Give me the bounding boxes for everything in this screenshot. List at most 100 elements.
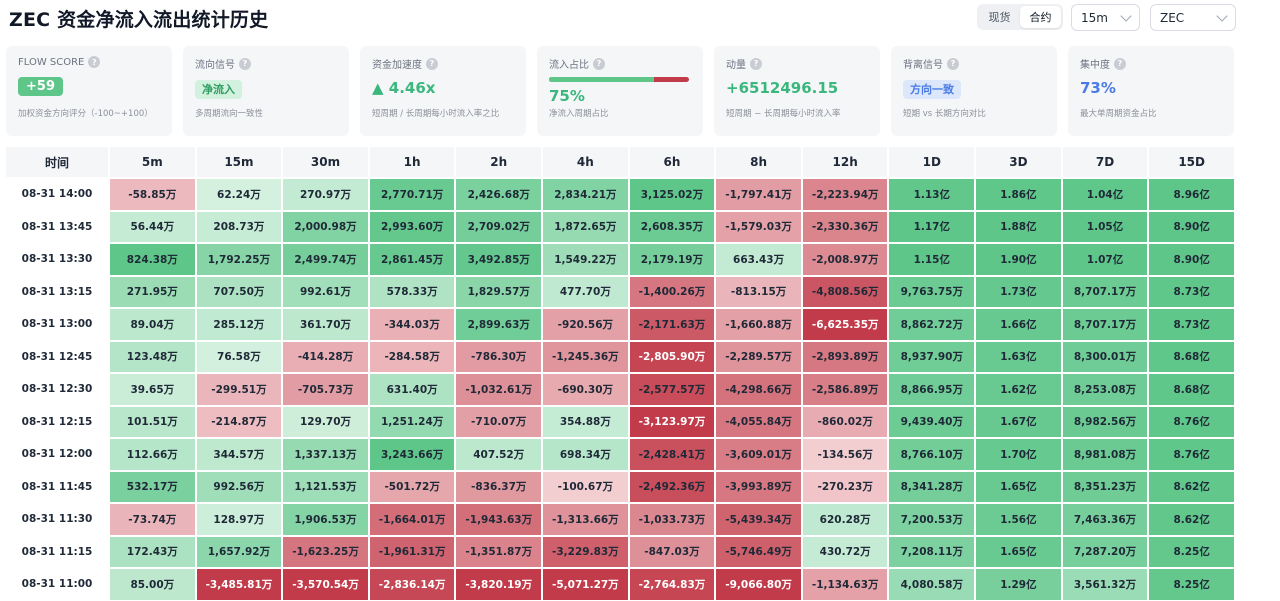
flow-cell: 1,792.25万 <box>196 244 282 275</box>
table-body: 08-31 14:00 -58.85万 62.24万 270.97万 2,770.71万… <box>6 179 1234 600</box>
flow-cell: 1.17亿 <box>889 211 975 242</box>
flow-cell: 631.40万 <box>369 374 455 405</box>
help-icon[interactable]: ? <box>1114 57 1126 70</box>
table-row: 08-31 12:00 112.66万 344.57万 1,337.13万 3,243.… <box>6 439 1234 470</box>
flow-cell: 8,341.28万 <box>889 471 975 502</box>
column-header-time: 时间 <box>6 147 108 177</box>
coin-value: ZEC <box>1160 10 1185 25</box>
flow-score-badge: +59 <box>18 77 63 96</box>
column-header-7d: 7D <box>1062 147 1148 177</box>
flow-cell: 1,121.53万 <box>283 471 368 502</box>
flow-cell: -710.07万 <box>456 406 542 437</box>
flow-cell: -501.72万 <box>369 471 455 502</box>
column-header-12h: 12h <box>802 147 888 177</box>
inflow-ratio-fill <box>549 77 654 82</box>
flow-cell: 1,251.24万 <box>369 406 455 437</box>
flow-cell: -2,577.57万 <box>629 374 715 405</box>
metric-cards: FLOW SCORE? +59 加权资金方向评分（-100~+100） 流向信号… <box>6 46 1236 136</box>
flow-cell: 2,899.63万 <box>456 309 542 340</box>
card-sub: 最大单周期资金占比 <box>1080 109 1157 119</box>
flow-cell: -3,123.97万 <box>629 406 715 437</box>
flow-cell: -1,400.26万 <box>629 276 715 307</box>
spot-toggle-button[interactable]: 现货 <box>988 11 1011 24</box>
card-label: 流向信号 <box>195 60 235 71</box>
flow-cell: 2,426.68万 <box>456 179 542 210</box>
flow-cell: 992.56万 <box>196 471 282 502</box>
futures-toggle-button[interactable]: 合约 <box>1020 6 1061 28</box>
timeframe-select[interactable]: 15m <box>1071 4 1140 31</box>
help-icon[interactable]: ? <box>750 57 762 70</box>
help-icon[interactable]: ? <box>947 57 959 70</box>
flow-cell: -2,805.90万 <box>629 341 715 372</box>
flow-cell: 208.73万 <box>196 211 282 242</box>
column-header-5m: 5m <box>110 147 195 177</box>
divergence-badge: 方向一致 <box>903 80 961 99</box>
flow-cell: 271.95万 <box>110 276 195 307</box>
table-row: 08-31 11:15 172.43万 1,657.92万 -1,623.25万 -1,… <box>6 536 1234 567</box>
table-row: 08-31 13:30 824.38万 1,792.25万 2,499.74万 2,86… <box>6 244 1234 275</box>
card-sub: 加权资金方向评分（-100~+100） <box>18 109 153 119</box>
flow-cell: 7,463.36万 <box>1062 504 1148 535</box>
flow-cell: 8,351.23万 <box>1062 471 1148 502</box>
help-icon[interactable]: ? <box>426 57 438 70</box>
card-sub: 多周期流向一致性 <box>195 109 264 119</box>
flow-cell: 8,766.10万 <box>889 439 975 470</box>
flow-cell: 532.17万 <box>110 471 195 502</box>
flow-cell: -3,820.19万 <box>456 569 542 600</box>
row-time: 08-31 11:00 <box>6 569 108 600</box>
flow-cell: 824.38万 <box>110 244 195 275</box>
flow-cell: -3,229.83万 <box>543 536 628 567</box>
column-header-2h: 2h <box>456 147 542 177</box>
flow-cell: 698.34万 <box>543 439 628 470</box>
flow-cell: -1,134.63万 <box>802 569 888 600</box>
flow-cell: 89.04万 <box>110 309 195 340</box>
flow-cell: -5,071.27万 <box>543 569 628 600</box>
flow-cell: 1.88亿 <box>976 211 1061 242</box>
flow-history-table: 时间 5m 15m 30m 1h 2h 4h 6h 8h 12h 1D 3D 7D 15D 08-31 1… <box>6 147 1236 601</box>
flow-cell: -2,223.94万 <box>802 179 888 210</box>
flow-cell: 1.67亿 <box>976 406 1061 437</box>
flow-cell: 8,937.90万 <box>889 341 975 372</box>
flow-cell: 8,866.95万 <box>889 374 975 405</box>
flow-cell: 85.00万 <box>110 569 195 600</box>
flow-cell: 1.29亿 <box>976 569 1061 600</box>
table-row: 08-31 14:00 -58.85万 62.24万 270.97万 2,770.71万… <box>6 179 1234 210</box>
help-icon[interactable]: ? <box>88 56 101 68</box>
flow-cell: -705.73万 <box>283 374 368 405</box>
table-header-row: 时间 5m 15m 30m 1h 2h 4h 6h 8h 12h 1D 3D 7D 15D <box>6 147 1234 177</box>
flow-cell: -847.03万 <box>629 536 715 567</box>
help-icon[interactable]: ? <box>593 57 605 70</box>
flow-cell: 8.73亿 <box>1149 309 1234 340</box>
flow-cell: 344.57万 <box>196 439 282 470</box>
flow-cell: -1,943.63万 <box>456 504 542 535</box>
flow-cell: 1.05亿 <box>1062 211 1148 242</box>
row-time: 08-31 14:00 <box>6 179 108 210</box>
page-title: ZEC 资金净流入流出统计历史 <box>9 9 269 31</box>
flow-cell: -2,008.97万 <box>802 244 888 275</box>
flow-cell: 2,000.98万 <box>283 211 368 242</box>
flow-cell: -2,289.57万 <box>716 341 801 372</box>
card-acceleration: 资金加速度? ▲ 4.46x 短周期 / 长周期每小时流入率之比 <box>360 46 526 136</box>
row-time: 08-31 13:30 <box>6 244 108 275</box>
coin-select[interactable]: ZEC <box>1150 4 1236 31</box>
page-header: ZEC 资金净流入流出统计历史 现货 合约 15m ZEC <box>0 0 1280 36</box>
flow-cell: 1.73亿 <box>976 276 1061 307</box>
flow-cell: 112.66万 <box>110 439 195 470</box>
flow-cell: -1,797.41万 <box>716 179 801 210</box>
flow-cell: 8.90亿 <box>1149 244 1234 275</box>
flow-cell: 361.70万 <box>283 309 368 340</box>
help-icon[interactable]: ? <box>239 57 251 70</box>
flow-cell: 7,208.11万 <box>889 536 975 567</box>
flow-cell: 8.96亿 <box>1149 179 1234 210</box>
flow-cell: 1.90亿 <box>976 244 1061 275</box>
flow-cell: 7,200.53万 <box>889 504 975 535</box>
card-sub: 短周期 / 长周期每小时流入率之比 <box>372 109 500 119</box>
card-sub: 短周期 − 长周期每小时流入率 <box>726 109 841 119</box>
flow-cell: -2,893.89万 <box>802 341 888 372</box>
flow-cell: 1,657.92万 <box>196 536 282 567</box>
flow-cell: -813.15万 <box>716 276 801 307</box>
flow-cell: 1.86亿 <box>976 179 1061 210</box>
momentum-value: +6512496.15 <box>726 79 839 97</box>
column-header-3d: 3D <box>976 147 1061 177</box>
card-label: 集中度 <box>1080 60 1110 71</box>
